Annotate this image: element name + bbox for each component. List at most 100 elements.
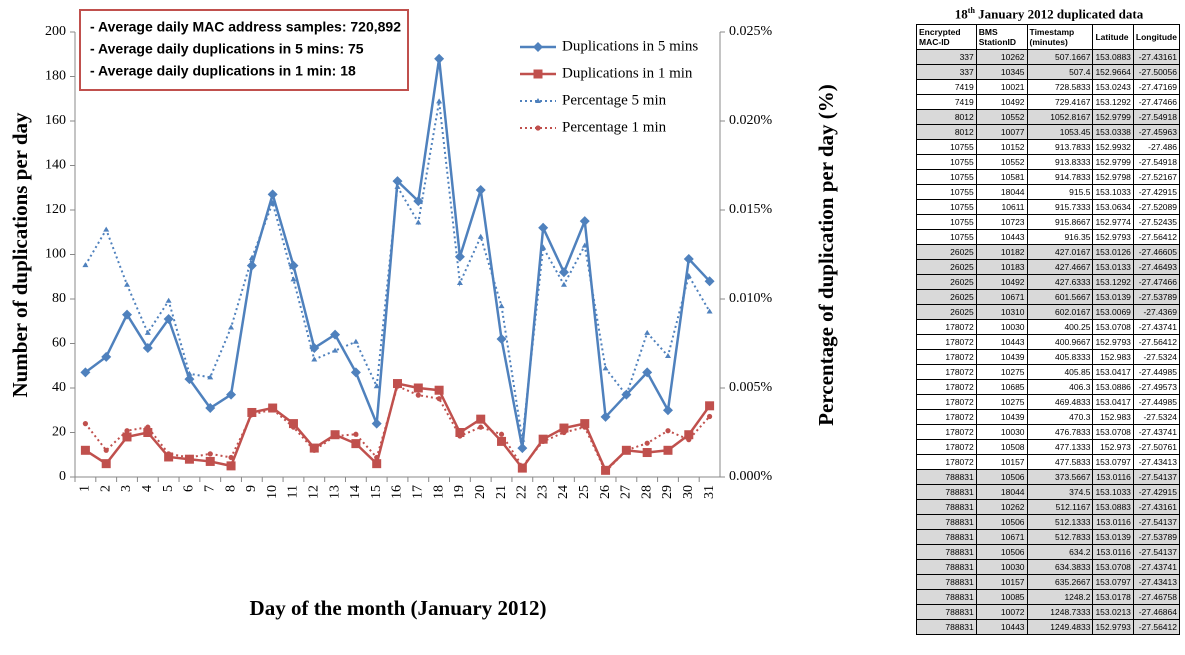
- marker: [82, 421, 89, 427]
- marker: [311, 356, 318, 362]
- table-cell: 915.7333: [1026, 199, 1094, 215]
- marker: [249, 412, 255, 418]
- table-cell: 152.9664: [1092, 64, 1134, 80]
- table-cell: 405.8333: [1026, 349, 1094, 365]
- marker: [686, 437, 692, 443]
- table-row: 788831 10506 634.2 153.0116 -27.54137: [916, 544, 1181, 560]
- marker: [332, 433, 338, 439]
- marker: [350, 367, 361, 378]
- table-cell: 152.9799: [1092, 154, 1134, 170]
- marker: [415, 219, 422, 225]
- header-cell: Encrypted MAC-ID: [916, 24, 977, 50]
- x-tick-label: 1: [78, 485, 93, 492]
- table-cell: 507.1667: [1026, 49, 1094, 65]
- marker: [290, 276, 297, 282]
- marker: [561, 429, 567, 436]
- table-cell: 153.0883: [1092, 49, 1134, 65]
- table-cell: 427.6333: [1026, 274, 1094, 290]
- table-cell: 10310: [975, 304, 1028, 320]
- x-tick-label: 15: [369, 485, 384, 499]
- table-row: 178072 10443 400.9667 152.9793 -27.56412: [916, 334, 1181, 350]
- table-cell: -27.43741: [1132, 559, 1181, 575]
- table-cell: 10492: [975, 274, 1028, 290]
- table-cell: 601.5667: [1026, 289, 1094, 305]
- table-cell: 153.0243: [1092, 79, 1134, 95]
- marker: [434, 53, 445, 64]
- table-cell: 337: [916, 64, 977, 80]
- table-row: 788831 10262 512.1167 153.0883 -27.43161: [916, 499, 1181, 515]
- table-cell: 178072: [916, 319, 977, 335]
- y-axis-title: Number of duplications per day: [8, 112, 32, 398]
- table-cell: 10723: [975, 214, 1028, 230]
- table-row: 788831 18044 374.5 153.1033 -27.42915: [916, 484, 1181, 500]
- table-cell: 10030: [975, 559, 1028, 575]
- marker: [684, 430, 694, 440]
- table-cell: 10755: [916, 199, 977, 215]
- table-row: 10755 10581 914.7833 152.9798 -27.52167: [916, 169, 1181, 185]
- table-row: 337 10262 507.1667 153.0883 -27.43161: [916, 49, 1181, 65]
- table-cell: 153.0883: [1092, 499, 1134, 515]
- marker: [122, 309, 133, 320]
- x-tick-label: 13: [327, 485, 342, 499]
- table-cell: 10755: [916, 184, 977, 200]
- table-cell: 10552: [975, 154, 1028, 170]
- marker: [207, 451, 213, 457]
- table-cell: 152.9932: [1092, 139, 1134, 155]
- table-row: 788831 10506 512.1333 153.0116 -27.54137: [916, 514, 1181, 530]
- marker: [457, 433, 463, 439]
- table-cell: 10755: [916, 169, 977, 185]
- table-cell: 153.0116: [1092, 469, 1134, 485]
- table-cell: 152.9793: [1092, 334, 1134, 350]
- marker: [248, 255, 255, 261]
- marker: [519, 463, 525, 469]
- table-cell: 178072: [916, 394, 977, 410]
- marker: [434, 385, 444, 395]
- table-cell: 374.5: [1026, 484, 1094, 500]
- legend-label: Percentage 5 min: [562, 92, 667, 108]
- table-cell: -27.5324: [1132, 349, 1181, 365]
- table-row: 8012 10077 1053.45 153.0338 -27.45963: [916, 124, 1181, 140]
- table-cell: 512.1167: [1026, 499, 1094, 515]
- marker: [228, 454, 234, 461]
- marker: [582, 424, 588, 430]
- y2-tick-label: 0.005%: [729, 380, 773, 395]
- x-tick-label: 21: [494, 485, 509, 499]
- table-cell: -27.5324: [1132, 409, 1181, 425]
- marker: [351, 439, 361, 449]
- table-row: 788831 10085 1248.2 153.0178 -27.46758: [916, 589, 1181, 605]
- table-cell: 153.0139: [1092, 289, 1134, 305]
- marker: [623, 447, 629, 453]
- table-cell: -27.50056: [1132, 64, 1181, 80]
- annotation: - Average daily MAC address samples: 720…: [90, 19, 401, 35]
- table-cell: 427.4667: [1026, 259, 1094, 275]
- header-row: Encrypted MAC-ID BMS StationID Timestamp (…: [916, 24, 1181, 50]
- table-row: 10755 10443 916.35 152.9793 -27.56412: [916, 229, 1181, 245]
- y2-tick-label: 0.000%: [729, 469, 773, 484]
- y-tick-label: 20: [52, 425, 66, 440]
- marker: [353, 431, 359, 437]
- table-cell: -27.43741: [1132, 424, 1181, 440]
- marker: [644, 329, 651, 335]
- table-cell: 152.973: [1092, 439, 1134, 455]
- table-cell: 635.2667: [1026, 574, 1094, 590]
- y-tick-label: 200: [45, 24, 66, 39]
- marker: [124, 281, 131, 287]
- table-cell: 405.85: [1026, 364, 1094, 380]
- x-tick-label: 19: [452, 485, 467, 499]
- series-line: [84, 101, 711, 440]
- table-cell: 152.9799: [1092, 109, 1134, 125]
- marker: [143, 428, 153, 437]
- marker: [269, 199, 276, 205]
- table-cell: 10671: [975, 289, 1028, 305]
- marker: [559, 423, 569, 433]
- marker: [267, 189, 278, 200]
- table-cell: 788831: [916, 514, 977, 530]
- table-cell: 153.0139: [1092, 529, 1134, 545]
- marker: [372, 459, 382, 469]
- marker: [394, 183, 401, 189]
- table-cell: 10439: [975, 409, 1028, 425]
- table-row: 26025 10183 427.4667 153.0133 -27.46493: [916, 259, 1181, 275]
- marker: [142, 342, 153, 353]
- header-cell: Longitude: [1132, 24, 1181, 50]
- table-cell: 153.0797: [1092, 454, 1134, 470]
